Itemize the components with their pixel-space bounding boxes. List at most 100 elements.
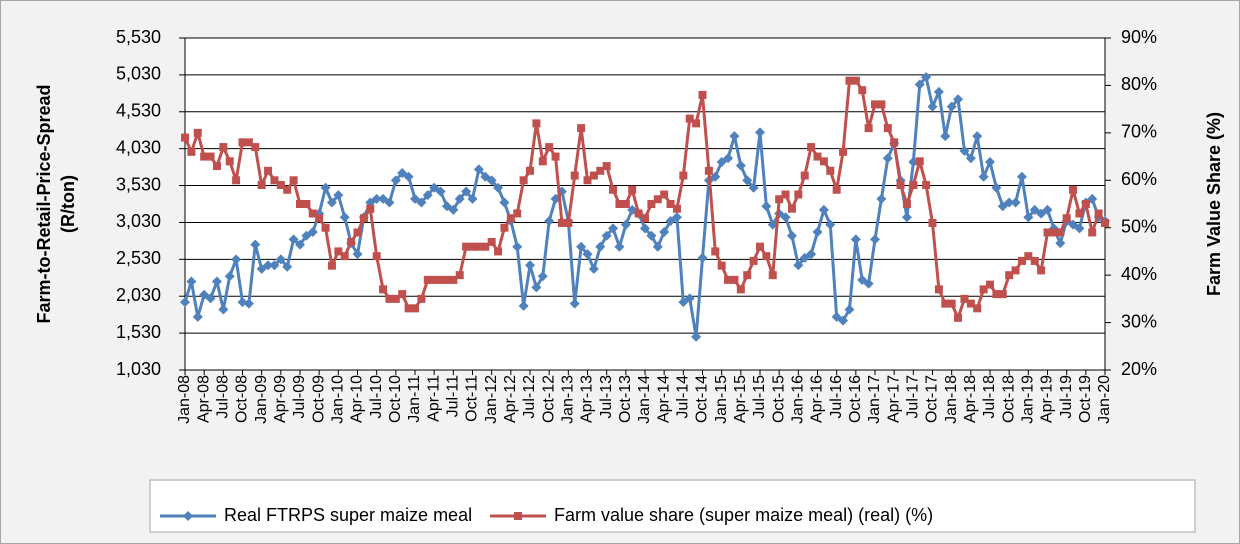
- marker: [441, 201, 452, 212]
- marker: [320, 182, 331, 193]
- marker: [851, 76, 860, 85]
- marker: [500, 223, 509, 232]
- marker: [301, 230, 312, 241]
- marker: [628, 185, 637, 194]
- marker: [390, 175, 401, 186]
- marker: [576, 241, 587, 252]
- marker: [660, 190, 669, 199]
- marker: [462, 242, 471, 251]
- marker: [289, 176, 298, 185]
- marker: [678, 297, 689, 308]
- marker: [514, 512, 522, 520]
- y-tick-label: 4,030: [116, 137, 161, 157]
- marker: [429, 182, 440, 193]
- marker: [282, 261, 293, 272]
- marker: [1017, 256, 1026, 265]
- marker: [858, 86, 867, 95]
- marker: [1088, 228, 1097, 237]
- x-tick-label: Jan-14: [636, 375, 653, 424]
- x-tick-label: Jul-18: [981, 375, 998, 419]
- marker: [493, 182, 504, 193]
- marker: [890, 138, 899, 147]
- marker: [786, 230, 797, 241]
- y-tick-label: 5,030: [116, 64, 161, 84]
- x-tick-label: Oct-10: [387, 375, 404, 423]
- marker: [762, 252, 771, 261]
- marker: [723, 153, 734, 164]
- marker: [845, 76, 854, 85]
- marker: [615, 200, 624, 208]
- marker: [914, 79, 925, 90]
- x-tick-label: Jul-12: [521, 375, 538, 419]
- marker: [946, 101, 957, 112]
- marker: [467, 193, 478, 204]
- x-tick-label: Apr-16: [809, 375, 826, 423]
- marker: [526, 166, 534, 175]
- marker: [340, 252, 349, 261]
- marker: [755, 127, 765, 138]
- marker: [825, 219, 836, 230]
- marker: [794, 190, 803, 199]
- marker: [831, 311, 842, 322]
- marker: [183, 511, 193, 521]
- marker: [647, 200, 656, 208]
- marker: [186, 276, 197, 287]
- marker: [921, 72, 932, 83]
- marker: [659, 227, 670, 238]
- x-tick-label: Jul-17: [905, 375, 922, 419]
- marker: [251, 143, 260, 152]
- marker: [595, 241, 606, 252]
- y-tick-label: 2,530: [116, 248, 161, 268]
- marker: [1094, 209, 1103, 218]
- marker: [192, 311, 203, 322]
- marker: [333, 190, 344, 201]
- y2-tick-label: 50%: [1121, 216, 1157, 236]
- marker: [991, 182, 1002, 193]
- x-tick-label: Jan-18: [943, 375, 960, 424]
- marker: [212, 162, 221, 171]
- marker: [749, 256, 758, 265]
- marker: [1030, 256, 1039, 265]
- marker: [506, 214, 515, 223]
- marker: [601, 230, 612, 241]
- marker: [283, 185, 292, 194]
- marker: [800, 171, 809, 180]
- marker: [544, 215, 555, 226]
- x-tick-label: Apr-10: [349, 375, 366, 423]
- x-tick-label: Jul-14: [675, 375, 692, 419]
- marker: [839, 147, 848, 156]
- marker: [238, 138, 247, 147]
- marker: [1010, 197, 1021, 208]
- marker: [588, 263, 599, 274]
- marker: [832, 185, 841, 194]
- marker: [532, 119, 541, 128]
- y-tick-label: 1,530: [116, 322, 161, 342]
- marker: [480, 171, 491, 182]
- marker: [263, 260, 274, 271]
- x-tick-label: Oct-12: [540, 375, 557, 423]
- marker: [870, 234, 880, 245]
- marker: [863, 278, 874, 289]
- marker: [385, 294, 394, 303]
- y2-tick-label: 70%: [1121, 122, 1157, 142]
- marker: [807, 143, 816, 152]
- marker: [276, 181, 285, 190]
- marker: [864, 124, 873, 133]
- marker: [602, 162, 611, 171]
- y2-tick-label: 60%: [1121, 169, 1157, 189]
- x-tick-label: Oct-18: [1000, 375, 1017, 423]
- marker: [1043, 228, 1052, 237]
- marker: [487, 237, 496, 246]
- marker: [730, 275, 739, 284]
- marker: [422, 190, 433, 201]
- marker: [1062, 214, 1071, 223]
- marker: [986, 280, 994, 289]
- marker: [691, 331, 702, 342]
- marker: [876, 193, 887, 204]
- marker: [206, 152, 215, 161]
- marker: [1101, 218, 1109, 227]
- marker: [187, 147, 196, 156]
- marker: [219, 143, 228, 152]
- marker: [1075, 209, 1084, 218]
- x-tick-label: Jan-08: [176, 375, 193, 424]
